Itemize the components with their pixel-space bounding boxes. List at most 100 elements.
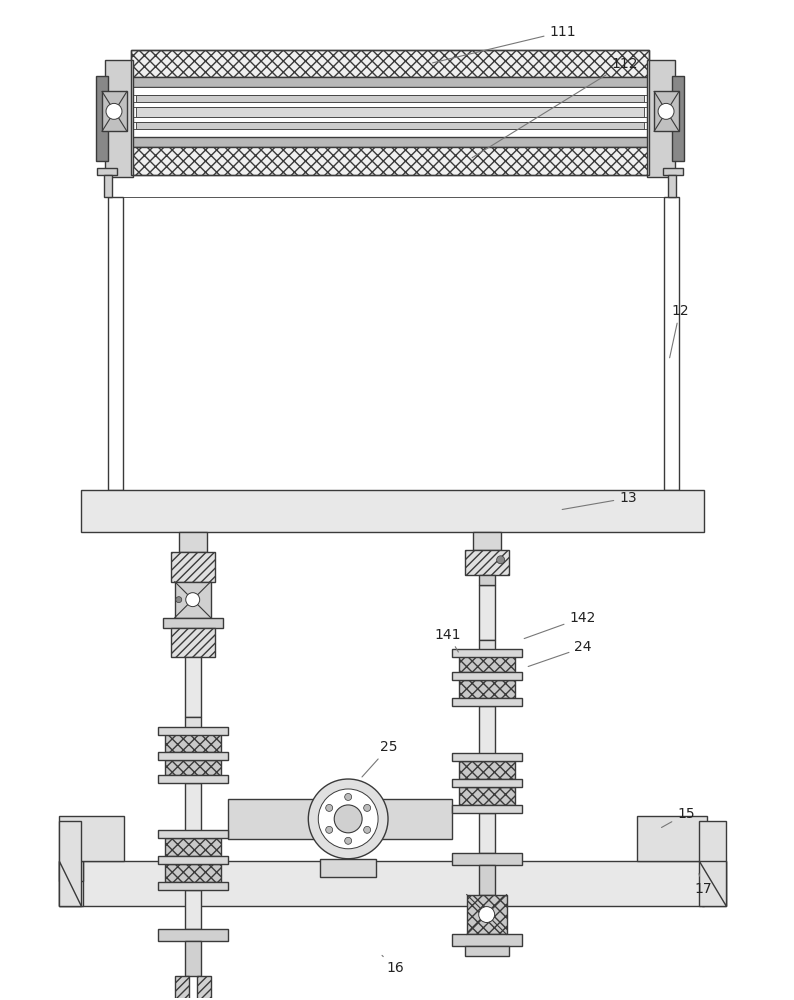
Bar (479, 585, 495, 640)
Bar (60, 819, 79, 861)
Bar (165, 732, 221, 752)
Bar (464, 946, 509, 956)
Bar (123, 197, 665, 490)
Bar (185, 657, 201, 717)
Bar (158, 775, 228, 783)
Text: 17: 17 (694, 874, 711, 896)
Circle shape (308, 779, 388, 859)
Bar (165, 838, 221, 856)
Bar (175, 976, 189, 1000)
Bar (136, 107, 644, 117)
Bar (179, 532, 206, 552)
Text: 141: 141 (435, 628, 461, 652)
Bar (452, 934, 522, 946)
Bar (158, 929, 228, 941)
Bar (479, 640, 495, 654)
Bar (158, 882, 228, 890)
Bar (60, 821, 81, 906)
Bar (452, 672, 522, 680)
Bar (479, 575, 495, 585)
Bar (105, 60, 133, 177)
Bar (699, 821, 726, 906)
Bar (131, 129, 649, 137)
Circle shape (334, 805, 362, 833)
Circle shape (345, 793, 352, 800)
Bar (165, 864, 221, 882)
Bar (472, 532, 501, 550)
Bar (136, 95, 644, 102)
Bar (165, 760, 221, 775)
Text: 16: 16 (382, 955, 404, 975)
Bar (60, 861, 83, 881)
Circle shape (106, 103, 122, 119)
Bar (158, 727, 228, 735)
Text: 24: 24 (528, 640, 592, 667)
Text: 111: 111 (433, 25, 576, 63)
Text: 12: 12 (669, 304, 688, 358)
Bar (320, 859, 376, 877)
Circle shape (658, 103, 674, 119)
Circle shape (479, 907, 495, 923)
Bar (637, 816, 707, 861)
Bar (108, 197, 123, 490)
Bar (131, 87, 649, 95)
Bar (452, 698, 522, 706)
Polygon shape (60, 861, 81, 906)
Bar (452, 805, 522, 813)
Bar (158, 856, 228, 864)
Bar (185, 783, 201, 838)
Bar (228, 799, 452, 839)
Bar (131, 50, 649, 77)
Text: 13: 13 (562, 491, 637, 509)
Text: 15: 15 (661, 807, 695, 827)
Bar (81, 861, 704, 906)
Bar (158, 752, 228, 760)
Bar (96, 76, 108, 161)
Bar (672, 76, 684, 161)
Bar (668, 175, 676, 197)
Text: 25: 25 (362, 740, 398, 777)
Bar (102, 91, 127, 131)
Bar (479, 813, 495, 853)
Bar (60, 861, 83, 906)
Circle shape (497, 556, 505, 564)
Bar (663, 168, 683, 175)
Circle shape (175, 597, 182, 603)
Bar (464, 550, 509, 575)
Bar (185, 717, 201, 732)
Bar (131, 77, 649, 87)
Circle shape (186, 593, 200, 607)
Bar (479, 706, 495, 761)
Bar (136, 122, 644, 129)
Bar (131, 50, 649, 175)
Text: 112: 112 (472, 57, 638, 158)
Bar (171, 552, 214, 582)
Circle shape (318, 789, 378, 849)
Bar (467, 895, 507, 934)
Bar (647, 60, 675, 177)
Bar (97, 168, 117, 175)
Bar (81, 490, 704, 532)
Bar (171, 628, 214, 657)
Bar (459, 761, 515, 779)
Bar (131, 137, 649, 147)
Bar (131, 117, 649, 122)
Bar (459, 654, 515, 672)
Bar (654, 91, 679, 131)
Circle shape (345, 837, 352, 844)
Bar (175, 582, 210, 618)
Polygon shape (699, 861, 726, 906)
Bar (452, 649, 522, 657)
Bar (702, 861, 726, 906)
Bar (131, 147, 649, 175)
Bar (158, 830, 228, 838)
Bar (104, 175, 112, 197)
Bar (452, 753, 522, 761)
Bar (60, 816, 124, 861)
Bar (131, 102, 649, 107)
Bar (197, 976, 210, 1000)
Bar (664, 197, 679, 490)
Bar (163, 618, 222, 628)
Circle shape (364, 826, 371, 833)
Bar (452, 779, 522, 787)
